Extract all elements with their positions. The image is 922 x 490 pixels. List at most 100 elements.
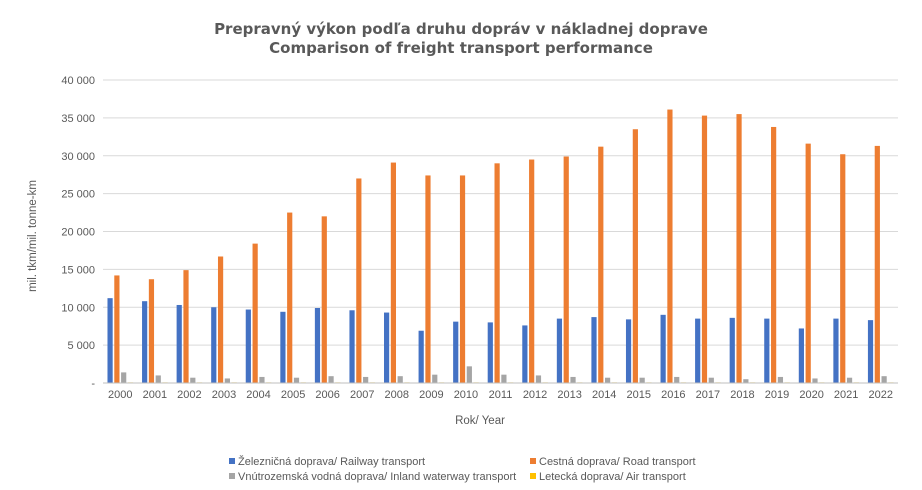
chart-title: Prepravný výkon podľa druhu dopráv v nák… <box>214 20 708 38</box>
x-tick-label: 2010 <box>454 389 478 401</box>
x-tick-label: 2017 <box>696 389 720 401</box>
bar <box>667 109 673 383</box>
x-tick-label: 2000 <box>108 389 132 401</box>
bar <box>390 162 397 383</box>
bar <box>328 376 334 383</box>
x-tick-label: 2011 <box>489 389 513 401</box>
bar <box>356 178 362 383</box>
bar <box>384 312 390 383</box>
bar <box>459 175 466 383</box>
x-tick-label: 2007 <box>350 389 374 401</box>
bar <box>701 115 708 383</box>
legend-label: Železničná doprava/ Railway transport <box>238 455 425 468</box>
y-axis-label: mil. tkm/mil. tonne-km <box>27 180 39 292</box>
bar <box>598 146 604 383</box>
bar <box>287 212 293 383</box>
x-tick-label: 2016 <box>661 389 685 401</box>
bars <box>107 109 894 384</box>
chart-subtitle: Comparison of freight transport performa… <box>269 39 653 57</box>
bar <box>867 320 874 383</box>
bar <box>798 328 804 383</box>
x-tick-label: 2013 <box>557 389 581 401</box>
bar <box>425 175 431 383</box>
bar <box>881 376 887 383</box>
bar <box>259 376 265 383</box>
x-axis-ticks: 2000 2001 2002 2003 2004 2005 2006 2007 2008 2009… <box>108 389 893 401</box>
bar <box>176 304 182 383</box>
x-tick-label: 2015 <box>627 389 651 401</box>
bar <box>293 377 300 383</box>
bar <box>466 366 472 383</box>
bar <box>736 114 742 384</box>
bar <box>874 145 880 383</box>
bar <box>604 377 611 383</box>
y-tick-label: 30 000 <box>61 151 95 163</box>
bar <box>487 322 493 383</box>
bar <box>148 279 155 383</box>
x-tick-label: 2003 <box>212 389 236 401</box>
x-tick-label: 2009 <box>419 389 443 401</box>
bar <box>743 379 749 383</box>
x-tick-label: 2005 <box>281 389 305 401</box>
bar <box>833 318 839 383</box>
bar <box>674 376 680 383</box>
y-tick-label: 25 000 <box>61 189 95 201</box>
bar <box>729 317 735 383</box>
bar <box>183 270 189 383</box>
legend-swatch <box>530 458 536 464</box>
x-tick-label: 2021 <box>834 389 858 401</box>
bar <box>777 376 784 383</box>
bar <box>418 330 424 383</box>
legend-swatch <box>530 473 536 479</box>
gridlines <box>103 79 898 346</box>
x-tick-label: 2004 <box>246 389 270 401</box>
legend-swatch <box>229 458 235 464</box>
bar <box>453 321 459 383</box>
bar <box>432 374 438 383</box>
bar <box>632 129 638 383</box>
x-tick-label: 2020 <box>799 389 823 401</box>
y-tick-label: 35 000 <box>61 113 95 125</box>
bar <box>211 307 217 383</box>
bar <box>846 377 853 383</box>
bar <box>224 378 230 383</box>
bar <box>660 314 666 383</box>
bar <box>501 374 507 383</box>
bar <box>695 318 701 383</box>
x-axis-label: Rok/ Year <box>455 415 505 427</box>
bar <box>708 377 714 383</box>
bar <box>494 163 500 383</box>
bar <box>535 375 542 383</box>
bar <box>529 159 535 383</box>
x-tick-label: 2018 <box>730 389 754 401</box>
bar <box>114 275 120 383</box>
bar <box>840 154 846 383</box>
bar <box>245 309 251 383</box>
y-tick-label: 10 000 <box>61 302 95 314</box>
bar <box>190 377 196 383</box>
bar <box>321 216 327 383</box>
x-tick-label: 2022 <box>868 389 892 401</box>
x-tick-label: 2001 <box>143 389 167 401</box>
y-tick-label: 20 000 <box>61 227 95 239</box>
bar <box>563 156 569 383</box>
y-tick-label: 40 000 <box>61 75 95 87</box>
bar <box>570 376 576 383</box>
y-tick-label: 5 000 <box>67 340 95 352</box>
x-tick-label: 2008 <box>385 389 409 401</box>
bar <box>349 310 355 383</box>
bar <box>639 377 645 383</box>
bar <box>314 308 321 383</box>
legend-label: Vnútrozemská vodná doprava/ Inland water… <box>238 471 516 483</box>
bar <box>142 301 148 383</box>
x-tick-label: 2006 <box>315 389 339 401</box>
bar <box>522 325 528 383</box>
bar <box>280 311 286 383</box>
bar <box>625 319 632 383</box>
y-tick-label: 15 000 <box>61 264 95 276</box>
x-tick-label: 2002 <box>177 389 201 401</box>
legend-swatch <box>229 473 235 479</box>
legend: Železničná doprava/ Railway transport Ces… <box>229 455 696 483</box>
bar <box>591 317 597 383</box>
